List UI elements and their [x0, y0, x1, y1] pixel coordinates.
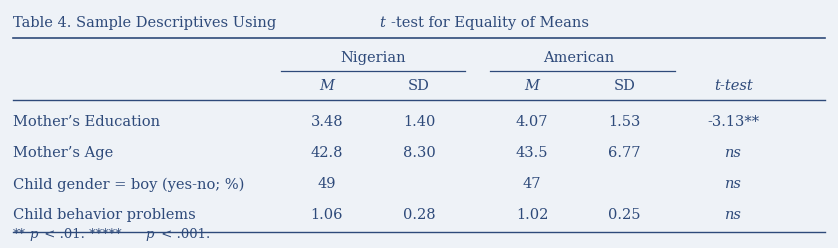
Text: < .001.: < .001. [157, 228, 210, 241]
Text: ns: ns [725, 146, 742, 160]
Text: 1.40: 1.40 [403, 115, 435, 129]
Text: ns: ns [725, 177, 742, 191]
Text: 4.07: 4.07 [516, 115, 548, 129]
Text: 49: 49 [318, 177, 336, 191]
Text: t-test: t-test [714, 79, 753, 93]
Text: SD: SD [408, 79, 430, 93]
Text: 43.5: 43.5 [516, 146, 548, 160]
Text: 1.06: 1.06 [311, 208, 343, 222]
Text: 1.53: 1.53 [608, 115, 640, 129]
Text: t: t [380, 16, 385, 30]
Text: -test for Equality of Means: -test for Equality of Means [391, 16, 588, 30]
Text: Child behavior problems: Child behavior problems [13, 208, 195, 222]
Text: SD: SD [613, 79, 635, 93]
Text: 47: 47 [523, 177, 541, 191]
Text: M: M [525, 79, 540, 93]
Text: 3.48: 3.48 [311, 115, 343, 129]
Text: Mother’s Age: Mother’s Age [13, 146, 113, 160]
Text: p: p [146, 228, 154, 241]
Text: M: M [319, 79, 334, 93]
Text: 0.25: 0.25 [608, 208, 640, 222]
Text: Child gender = boy (yes-no; %): Child gender = boy (yes-no; %) [13, 177, 244, 192]
Text: 6.77: 6.77 [608, 146, 640, 160]
Text: < .01. *****: < .01. ***** [40, 228, 122, 241]
Text: Mother’s Education: Mother’s Education [13, 115, 160, 129]
Text: Table 4. Sample Descriptives Using: Table 4. Sample Descriptives Using [13, 16, 281, 30]
Text: p: p [29, 228, 38, 241]
Text: 1.02: 1.02 [516, 208, 548, 222]
Text: -3.13**: -3.13** [707, 115, 759, 129]
Text: Nigerian: Nigerian [340, 51, 406, 65]
Text: 42.8: 42.8 [311, 146, 343, 160]
Text: **: ** [13, 228, 26, 241]
Text: American: American [542, 51, 614, 65]
Text: 8.30: 8.30 [402, 146, 436, 160]
Text: ns: ns [725, 208, 742, 222]
Text: 0.28: 0.28 [403, 208, 435, 222]
